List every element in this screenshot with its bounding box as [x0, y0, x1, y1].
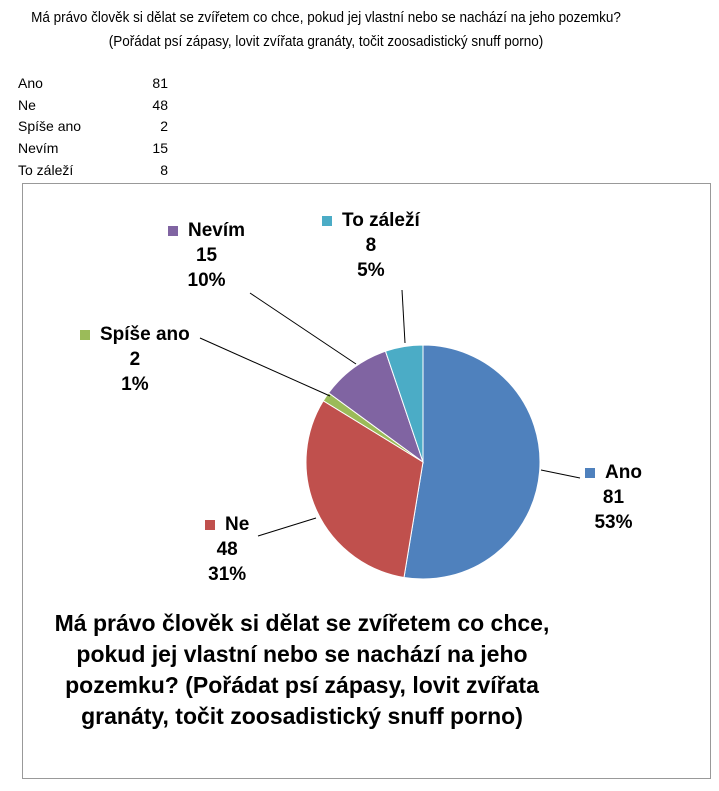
label-value: 15 [195, 245, 218, 266]
leader-line [540, 469, 581, 479]
legend-swatch [585, 467, 595, 478]
pie-slice-ano [403, 344, 541, 580]
label-category: To záleží [342, 210, 420, 231]
chart-title: Má právo člověk si dělat se zvířetem co … [54, 610, 550, 729]
label-percent: 53% [594, 512, 633, 533]
row-label: Ano [18, 74, 43, 91]
label-percent: 31% [208, 564, 247, 585]
leader-line [401, 289, 406, 344]
legend-swatch [205, 519, 215, 530]
label-percent: 10% [187, 270, 226, 291]
table-row: Ano 81 [18, 72, 168, 94]
row-value: 81 [152, 74, 168, 91]
label-value: 48 [216, 539, 238, 560]
leader-line [199, 337, 331, 397]
row-value: 8 [160, 161, 168, 178]
data-label: To záleží 8 5% [322, 208, 420, 283]
label-value: 2 [129, 349, 141, 370]
pie-slice-to-záleží [384, 344, 424, 463]
row-value: 48 [152, 96, 168, 113]
legend-swatch [80, 329, 90, 340]
legend-swatch [168, 225, 178, 236]
row-label: Spíše ano [18, 118, 82, 135]
row-label: To záleží [18, 161, 74, 178]
row-value: 15 [152, 139, 168, 156]
data-label: Ne 48 31% [205, 512, 249, 587]
label-category: Ne [225, 514, 250, 535]
leader-line [249, 292, 357, 365]
label-percent: 5% [357, 260, 385, 281]
label-percent: 1% [121, 374, 149, 395]
data-label: Nevím 15 10% [168, 218, 245, 293]
data-label: Spíše ano 2 1% [80, 322, 190, 397]
table-row: To záleží 8 [18, 159, 168, 181]
leader-line [257, 517, 317, 537]
table-row: Ne 48 [18, 94, 168, 116]
row-label: Ne [18, 96, 36, 113]
table-row: Nevím 15 [18, 137, 168, 159]
label-value: 81 [602, 487, 625, 508]
legend-swatch [322, 215, 332, 226]
chart-area [22, 183, 711, 779]
question-text: Má právo člověk si dělat se zvířetem co … [31, 9, 621, 50]
label-category: Nevím [188, 220, 246, 241]
row-label: Nevím [18, 139, 59, 156]
data-table: Ano 81 Ne 48 Spíše ano 2 Nevím 15 To záleží 8 [18, 72, 168, 180]
data-label: Ano 81 53% [585, 460, 642, 535]
label-value: 8 [365, 235, 377, 256]
row-value: 2 [160, 118, 168, 135]
label-category: Spíše ano [100, 324, 190, 345]
pie-slice-ne [305, 400, 424, 579]
table-row: Spíše ano 2 [18, 115, 168, 137]
label-category: Ano [605, 462, 642, 483]
